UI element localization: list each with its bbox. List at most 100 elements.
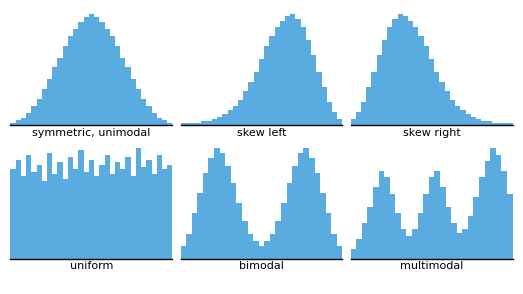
Bar: [332, 112, 337, 125]
Bar: [331, 233, 337, 259]
Bar: [21, 118, 26, 125]
Bar: [78, 150, 84, 259]
Bar: [131, 79, 136, 125]
Bar: [412, 229, 417, 259]
Bar: [180, 123, 186, 125]
Bar: [406, 236, 412, 259]
Bar: [259, 59, 264, 125]
Bar: [392, 19, 397, 125]
Bar: [110, 36, 115, 125]
Bar: [387, 27, 392, 125]
Bar: [507, 194, 513, 259]
Bar: [89, 160, 94, 259]
Bar: [73, 29, 78, 125]
Bar: [473, 197, 479, 259]
Bar: [285, 16, 290, 125]
Bar: [225, 166, 231, 259]
Bar: [408, 21, 413, 125]
Bar: [209, 158, 214, 259]
Bar: [162, 120, 167, 125]
Bar: [259, 246, 264, 259]
Bar: [481, 121, 486, 125]
Bar: [126, 67, 131, 125]
Bar: [337, 119, 343, 125]
Bar: [10, 169, 16, 259]
Bar: [253, 241, 259, 259]
Bar: [242, 221, 247, 259]
Bar: [192, 213, 197, 259]
Bar: [73, 169, 78, 259]
Bar: [451, 223, 457, 259]
Bar: [418, 36, 424, 125]
Bar: [63, 46, 68, 125]
Bar: [84, 17, 89, 125]
Bar: [120, 169, 126, 259]
Bar: [471, 116, 476, 125]
Bar: [397, 14, 403, 125]
Bar: [248, 83, 254, 125]
X-axis label: skew left: skew left: [237, 128, 286, 138]
Bar: [496, 155, 502, 259]
Bar: [320, 193, 326, 259]
Bar: [186, 233, 192, 259]
Bar: [395, 213, 401, 259]
Bar: [270, 233, 276, 259]
Bar: [196, 123, 201, 125]
X-axis label: skew right: skew right: [403, 128, 460, 138]
Bar: [180, 246, 186, 259]
Bar: [413, 27, 418, 125]
Bar: [350, 119, 356, 125]
Bar: [429, 177, 435, 259]
Bar: [233, 106, 238, 125]
Bar: [16, 160, 21, 259]
Bar: [152, 113, 157, 125]
Bar: [126, 158, 131, 259]
Bar: [280, 21, 285, 125]
Bar: [167, 123, 173, 125]
Bar: [450, 99, 455, 125]
Bar: [356, 112, 361, 125]
Bar: [26, 155, 31, 259]
Bar: [423, 194, 429, 259]
Bar: [362, 223, 367, 259]
Bar: [197, 193, 203, 259]
Bar: [141, 98, 146, 125]
Bar: [105, 29, 110, 125]
Bar: [58, 58, 63, 125]
Bar: [120, 58, 126, 125]
Bar: [337, 246, 343, 259]
Bar: [186, 123, 191, 125]
Bar: [141, 167, 146, 259]
Bar: [47, 153, 52, 259]
Bar: [490, 148, 496, 259]
Bar: [42, 89, 47, 125]
Bar: [31, 106, 37, 125]
Bar: [377, 55, 382, 125]
Bar: [52, 174, 58, 259]
Bar: [314, 173, 320, 259]
Bar: [371, 72, 377, 125]
Bar: [462, 229, 468, 259]
Bar: [203, 173, 209, 259]
Bar: [350, 249, 356, 259]
Bar: [445, 91, 450, 125]
Bar: [214, 148, 220, 259]
Bar: [136, 89, 141, 125]
Bar: [502, 123, 507, 125]
Bar: [254, 72, 259, 125]
Bar: [309, 158, 314, 259]
Bar: [326, 213, 331, 259]
Bar: [486, 121, 492, 125]
Bar: [146, 160, 152, 259]
Bar: [384, 177, 390, 259]
Bar: [238, 99, 243, 125]
Bar: [212, 119, 217, 125]
X-axis label: uniform: uniform: [70, 261, 113, 271]
Bar: [201, 121, 207, 125]
Bar: [105, 155, 110, 259]
Bar: [10, 123, 16, 125]
Bar: [403, 16, 408, 125]
Bar: [99, 21, 105, 125]
Bar: [298, 153, 303, 259]
Bar: [382, 40, 387, 125]
